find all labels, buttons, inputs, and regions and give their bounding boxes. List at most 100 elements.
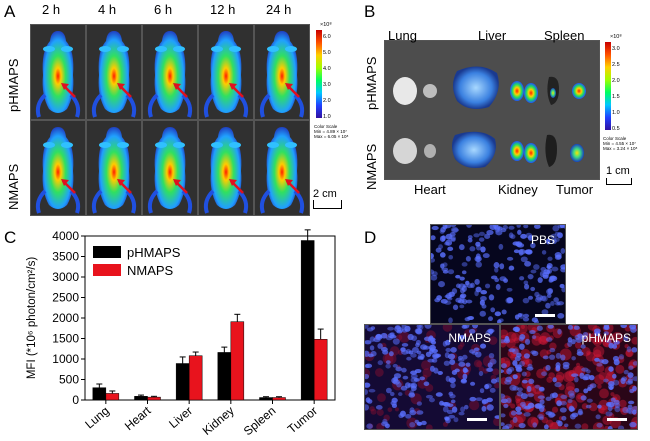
legend-swatch-phmaps: [93, 246, 121, 258]
legend-swatch-nmaps: [93, 264, 121, 276]
panel-a-mouse-image-nmaps: [198, 120, 254, 216]
panel-a-mouse-image-phmaps: [142, 24, 198, 120]
panel-a-color-scale-min: Min = 4.89 × 10⁷: [314, 129, 347, 134]
panel-b-organ-label-bottom: Tumor: [556, 182, 594, 197]
panel-d-label-nmaps: NMAPS: [448, 331, 491, 345]
y-tick-label: 1000: [52, 352, 79, 366]
colorbar-tick: 5.0: [323, 50, 331, 56]
colorbar-tick: 3.0: [612, 46, 620, 52]
kidney-bottom-1: [510, 141, 524, 161]
panel-b-organ-image: [384, 40, 600, 180]
panel-d-label-pbs: PBS: [530, 233, 555, 247]
bar-nmaps-kidney: [230, 321, 245, 401]
panel-a-colorbar-exponent: ×10⁸: [320, 22, 332, 28]
colorbar-tick: 6.0: [323, 34, 331, 40]
panel-d-image-phmaps: pHMAPS: [500, 324, 638, 430]
panel-a-time-label: 2 h: [42, 2, 61, 17]
panel-a-time-label: 4 h: [98, 2, 117, 17]
panel-b-colorbar: [605, 42, 611, 130]
bar-nmaps-lung: [105, 393, 120, 401]
x-tick-label: Kidney: [200, 404, 237, 438]
panel-a-mouse-image-phmaps: [30, 24, 86, 120]
tumor-top: [572, 83, 586, 99]
panel-d-label-phmaps: pHMAPS: [581, 331, 631, 345]
panel-b-organ-svg: [385, 41, 599, 179]
panel-d-nmaps-scale-bar: [467, 418, 487, 421]
panel-b-colorbar-exponent: ×10⁸: [610, 34, 622, 40]
colorbar-tick: 2.0: [612, 78, 620, 84]
panel-a-mouse-image-phmaps: [254, 24, 310, 120]
y-tick-label: 3500: [52, 250, 79, 264]
lung-bottom: [393, 138, 417, 164]
panel-b-color-scale-title: Color Scale: [603, 136, 627, 141]
panel-b-organ-label-bottom: Kidney: [498, 182, 538, 197]
colorbar-tick: 4.0: [323, 66, 331, 72]
panel-a-mouse-image-nmaps: [86, 120, 142, 216]
y-tick-label: 4000: [52, 229, 79, 243]
panel-a-row-label-nmaps: NMAPS: [6, 163, 21, 210]
panel-b-organ-label-top: Spleen: [544, 28, 585, 43]
bar-phmaps-lung: [92, 387, 107, 401]
y-axis-label: MFI (*10⁶ photon/cm²/s): [26, 257, 38, 379]
panel-a-colorbar: [316, 30, 322, 118]
panel-d-phmaps-cells: [501, 325, 637, 429]
colorbar-tick: 3.0: [323, 82, 331, 88]
panel-a-color-scale-max: Max = 6.05 × 10⁸: [314, 134, 349, 139]
legend-label: pHMAPS: [127, 245, 181, 260]
panel-a-mouse-image-nmaps: [254, 120, 310, 216]
y-tick-label: 500: [59, 373, 79, 387]
panel-b-color-scale-max: Max = 3.24 × 10⁸: [603, 146, 638, 151]
y-tick-label: 0: [72, 393, 79, 407]
panel-a-scale-bar-label: 2 cm: [313, 188, 337, 200]
lung-top: [393, 77, 417, 105]
y-tick-label: 1500: [52, 332, 79, 346]
bar-phmaps-heart: [134, 396, 148, 401]
x-tick-label: Spleen: [241, 404, 279, 439]
colorbar-tick: 0.5: [612, 126, 620, 132]
panel-a-scale-bar: [313, 200, 342, 209]
panel-a-time-label: 12 h: [210, 2, 236, 17]
y-tick-label: 2500: [52, 291, 79, 305]
plot-frame: [84, 235, 336, 401]
panel-d-pbs-scale-bar: [535, 314, 555, 317]
panel-a-mouse-image-phmaps: [198, 24, 254, 120]
y-tick-label: 3000: [52, 270, 79, 284]
panel-b-organ-label-bottom: Heart: [414, 182, 446, 197]
bar-phmaps-spleen: [259, 397, 273, 401]
panel-a-color-scale-info: Color Scale Min = 4.89 × 10⁷ Max = 6.05 …: [314, 124, 354, 139]
liver-top: [453, 66, 499, 109]
heart-bottom: [424, 144, 436, 158]
panel-b-color-scale-min: Min = 4.55 × 10⁷: [603, 141, 636, 146]
x-tick-label: Liver: [166, 404, 195, 431]
spleen-bottom: [545, 134, 557, 167]
bar-phmaps-liver: [175, 363, 190, 401]
legend-label: NMAPS: [127, 263, 174, 278]
panel-a-time-label: 24 h: [266, 2, 292, 17]
colorbar-tick: 1.0: [323, 114, 331, 120]
kidney-top-2: [524, 83, 538, 103]
panel-d-letter: D: [364, 228, 377, 247]
panel-d-pbs-cells: [431, 225, 565, 323]
panel-a-row-label-phmaps: pHMAPS: [6, 58, 21, 112]
bar-nmaps-heart: [147, 396, 161, 401]
colorbar-tick: 2.5: [612, 62, 620, 68]
x-tick-label: Tumor: [285, 404, 320, 437]
panel-b-scale-bar: [606, 178, 632, 185]
panel-d-nmaps-cells: [365, 325, 499, 429]
panel-b-row-label-phmaps: pHMAPS: [364, 56, 379, 110]
colorbar-tick: 1.0: [612, 110, 620, 116]
kidney-top-1: [510, 81, 524, 101]
tumor-bottom: [570, 144, 584, 162]
panel-a-time-label: 6 h: [154, 2, 173, 17]
bar-phmaps-tumor: [300, 240, 315, 401]
panel-a-mouse-image-nmaps: [142, 120, 198, 216]
panel-b-organ-label-top: Liver: [478, 28, 507, 43]
colorbar-tick: 2.0: [323, 98, 331, 104]
x-tick-label: Heart: [122, 403, 154, 433]
panel-d-image-nmaps: NMAPS: [364, 324, 500, 430]
bar-nmaps-spleen: [272, 397, 286, 401]
colorbar-tick: 1.5: [612, 94, 620, 100]
panel-b-scale-bar-label: 1 cm: [606, 165, 630, 177]
panel-a-mouse-image-nmaps: [30, 120, 86, 216]
panel-c-letter: C: [4, 228, 17, 247]
